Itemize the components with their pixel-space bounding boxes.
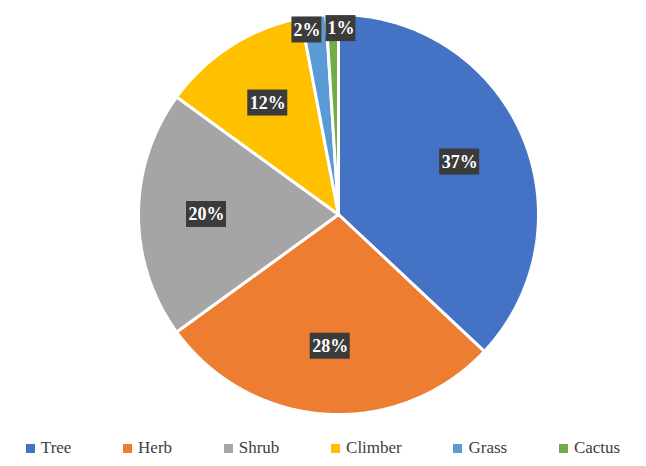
svg-text:12%: 12% <box>250 93 286 113</box>
svg-text:37%: 37% <box>442 152 478 172</box>
html-text:Herb: Herb <box>138 438 173 457</box>
html-text:Climber: Climber <box>346 438 402 457</box>
html-text:Grass: Grass <box>468 438 508 457</box>
svg-text:28%: 28% <box>312 336 348 356</box>
html-text:Shrub: Shrub <box>238 438 280 457</box>
svg-text:2%: 2% <box>293 20 320 40</box>
svg-text:1%: 1% <box>327 18 354 38</box>
html-text:Cactus: Cactus <box>573 438 621 457</box>
html-text:Tree: Tree <box>40 438 72 457</box>
svg-text:20%: 20% <box>189 204 225 224</box>
